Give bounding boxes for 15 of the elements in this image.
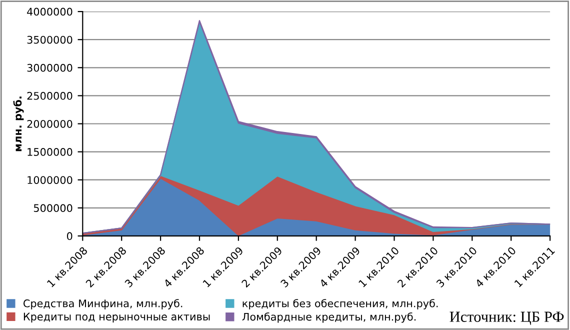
y-tick-label: 3500000 bbox=[27, 36, 72, 44]
y-tick-label: 2000000 bbox=[27, 120, 72, 128]
legend-label: Средства Минфина, млн.руб. bbox=[24, 299, 182, 310]
y-tick-label: 1000000 bbox=[28, 176, 72, 184]
y-tick-label: 500000 bbox=[34, 204, 72, 212]
y-tick-label: 2500000 bbox=[27, 92, 72, 100]
y-tick-label: 3000000 bbox=[27, 64, 72, 72]
legend-label: Кредиты под нерыночные активы bbox=[24, 312, 210, 323]
text: Источник: ЦБ РФ bbox=[450, 312, 564, 326]
y-axis-title: млн. руб. bbox=[13, 96, 24, 152]
legend-label: Ломбардные кредиты, млн.руб. bbox=[242, 312, 416, 323]
legend-label: кредиты без обеспечения, млн.руб. bbox=[242, 299, 438, 310]
y-tick-label: 0 bbox=[66, 232, 72, 240]
y-tick-label: 4000000 bbox=[27, 8, 72, 16]
y-tick-label: 1500000 bbox=[28, 148, 72, 156]
